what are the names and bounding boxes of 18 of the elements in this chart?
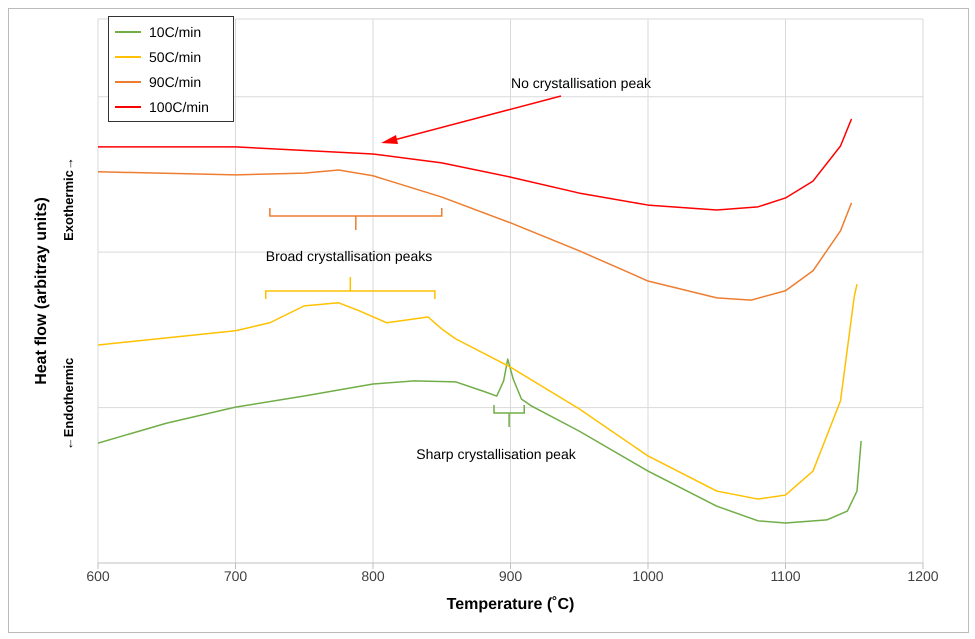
x-tick-label: 1000 [632, 568, 664, 584]
legend-label: 100C/min [149, 98, 209, 114]
legend-label: 90C/min [149, 74, 202, 90]
y-axis-title: Heat flow (arbitray units) [33, 197, 50, 385]
x-tick-label: 800 [361, 568, 385, 584]
x-tick-label: 1100 [770, 568, 801, 584]
text: ←Endothermic [61, 358, 76, 450]
x-axis-title: Temperature (˚C) [446, 596, 574, 613]
legend-label: 10C/min [149, 24, 202, 40]
x-tick-label: 700 [224, 568, 248, 584]
text: Exothermic→ [61, 157, 76, 241]
x-tick-label: 1200 [907, 568, 939, 584]
legend-label: 50C/min [149, 48, 202, 64]
x-tick-label: 900 [498, 568, 522, 584]
x-tick-label: 600 [86, 568, 110, 584]
text: No crystallisation peak [510, 75, 652, 91]
annotation: Sharp crystallisation peak [416, 446, 577, 462]
annotation: Broad crystallisation peaks [266, 248, 432, 264]
